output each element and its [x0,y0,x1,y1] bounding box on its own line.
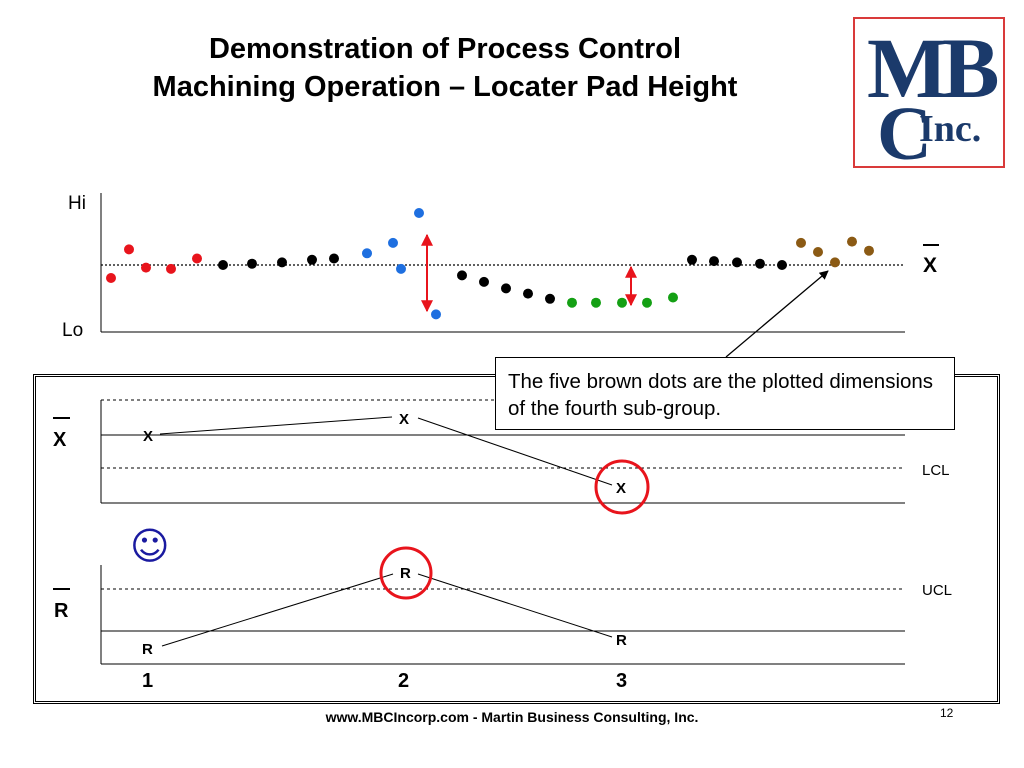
run-chart-point [414,208,424,218]
callout-pointer [725,270,829,358]
run-chart-point [329,253,339,264]
run-chart-point [847,236,857,247]
run-chart-point [166,263,176,274]
run-chart-point [457,270,467,281]
title-line-2: Machining Operation – Locater Pad Height [152,71,738,103]
run-chart-point [545,293,555,304]
run-chart-point [141,262,151,273]
run-chart-point [124,244,134,255]
run-chart-point [830,257,840,268]
run-chart-point [247,258,257,269]
slide-title: Demonstration of Process Control Machini… [60,30,830,106]
run-chart-point [218,260,228,270]
mbc-logo: MB C Inc. [853,17,1005,168]
page-number: 12 [940,706,954,720]
run-chart-point [668,292,678,303]
run-chart-point [813,247,823,257]
run-chart-point [479,276,489,287]
run-chart-point [796,237,806,248]
run-chart-point [362,248,372,259]
run-chart-point [307,254,317,265]
run-chart-point [777,260,787,270]
run-chart-point [388,237,398,248]
run-chart-point [617,297,627,308]
title-line-1: Demonstration of Process Control [208,33,682,65]
run-chart-point [642,297,652,308]
run-chart-point [687,254,697,265]
footer-text: www.MBCIncorp.com - Martin Business Cons… [325,709,699,725]
smiley-icon: ☺ [130,524,170,568]
subgroup-3-label: 3 [616,670,628,692]
mbc-logo-art: MB C Inc. [867,20,1003,166]
run-chart-point [567,297,577,308]
callout-box: The five brown dots are the plotted dime… [495,357,955,430]
hi-label: Hi [68,193,86,214]
run-chart-point [732,257,742,268]
run-chart-point [709,256,719,267]
subgroup-2-label: 2 [398,670,410,692]
run-chart-point [591,297,601,308]
subgroup-1-label: 1 [142,670,154,692]
run-chart-point [431,309,441,320]
lo-label: Lo [62,320,84,341]
run-chart-point [523,288,533,299]
run-chart-point [106,273,116,283]
run-chart-point [864,245,874,256]
logo-mb: MB [867,20,997,116]
run-chart-point [501,283,511,294]
run-chart-points [106,208,874,320]
logo-c: C [877,92,932,166]
run-chart-point [396,263,406,274]
run-chart-point [755,258,765,269]
run-chart-point [277,257,287,268]
logo-inc: Inc. [919,108,981,150]
mean-label: X [923,254,937,277]
run-chart-point [192,253,202,264]
